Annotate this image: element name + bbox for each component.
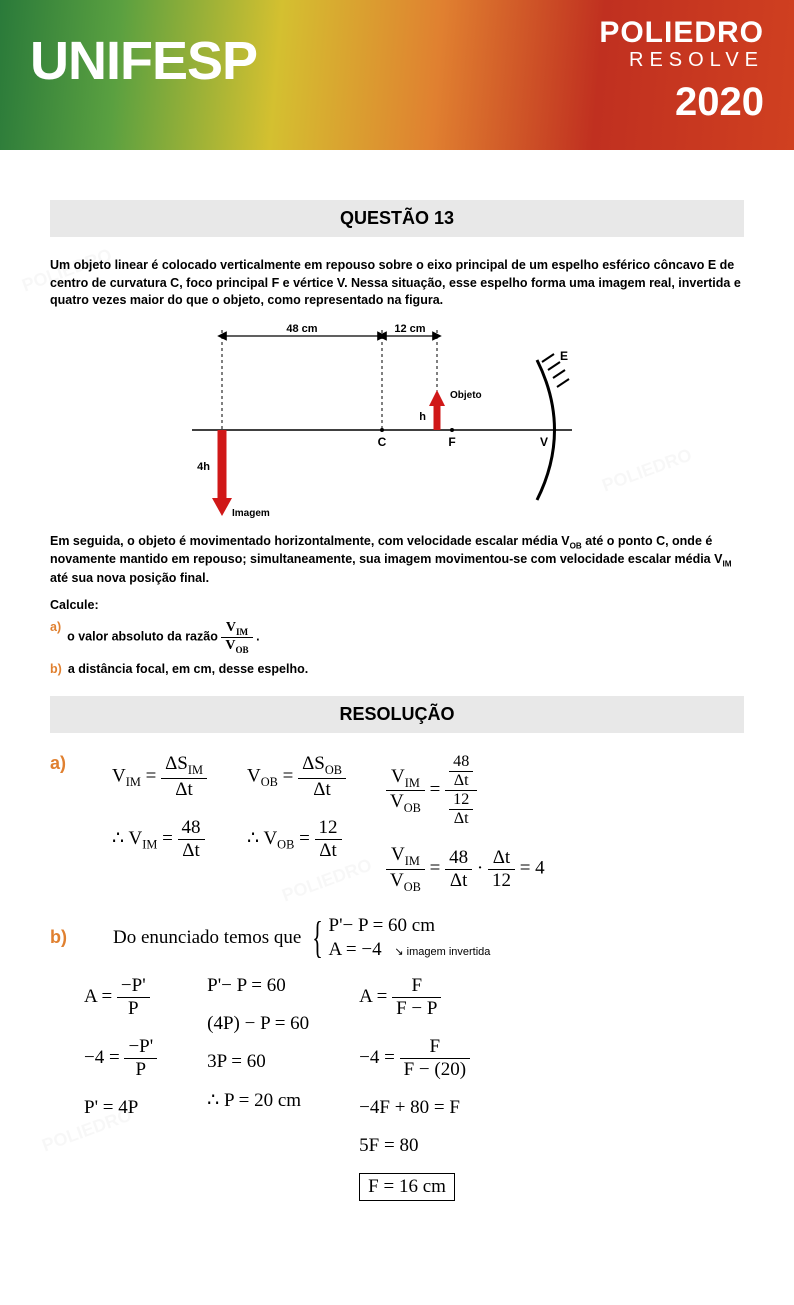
solution-a: a) VIM = ΔSIM Δt ∴ VIM = 48 Δt bbox=[50, 753, 744, 895]
question-paragraph-1: Um objeto linear é colocado verticalment… bbox=[50, 257, 744, 310]
brand-block: POLIEDRO RESOLVE 2020 bbox=[599, 18, 764, 125]
svg-text:V: V bbox=[540, 435, 548, 449]
svg-text:12 cm: 12 cm bbox=[394, 323, 425, 335]
exam-name: UNIFESP bbox=[30, 30, 257, 92]
brand-line1: POLIEDRO bbox=[599, 18, 764, 48]
sol-a-label: a) bbox=[50, 753, 66, 774]
final-answer: F = 16 cm bbox=[359, 1173, 455, 1201]
svg-text:Objeto: Objeto bbox=[450, 390, 482, 401]
sol-a-col1: VIM = ΔSIM Δt ∴ VIM = 48 Δt bbox=[112, 753, 207, 862]
item-a: a) o valor absoluto da razão VIM VOB . bbox=[50, 620, 744, 655]
svg-text:Imagem: Imagem bbox=[232, 508, 270, 519]
sol-a-col3: VIM VOB = 48 Δt 12 bbox=[386, 753, 545, 895]
brand-line2: RESOLVE bbox=[599, 48, 764, 72]
question-paragraph-2: Em seguida, o objeto é movimentado horiz… bbox=[50, 533, 744, 588]
sol-b-col1: A = −P'P −4 = −P'P P' = 4P bbox=[84, 975, 157, 1119]
svg-text:E: E bbox=[560, 349, 568, 363]
svg-text:F: F bbox=[448, 435, 455, 449]
page-content: QUESTÃO 13 Um objeto linear é colocado v… bbox=[0, 150, 794, 1255]
sol-b-col2: P'− P = 60 (4P) − P = 60 3P = 60 ∴ P = 2… bbox=[207, 975, 309, 1112]
sol-a-col2: VOB = ΔSOB Δt ∴ VOB = 12 Δt bbox=[247, 753, 346, 862]
svg-text:4h: 4h bbox=[197, 461, 210, 473]
sol-b-label: b) bbox=[50, 927, 67, 948]
page-header: UNIFESP POLIEDRO RESOLVE 2020 bbox=[0, 0, 794, 150]
svg-text:48 cm: 48 cm bbox=[286, 323, 317, 335]
svg-text:h: h bbox=[419, 411, 426, 423]
brand-year: 2020 bbox=[599, 80, 764, 125]
optics-diagram: C F V 48 cm 12 cm h Objeto 4h Imagem bbox=[50, 320, 744, 523]
sol-b-col3: A = FF − P −4 = FF − (20) −4F + 80 = F 5… bbox=[359, 975, 470, 1201]
item-a-label: a) bbox=[50, 620, 61, 634]
item-b: b) a distância focal, em cm, desse espel… bbox=[50, 662, 744, 676]
svg-text:C: C bbox=[378, 435, 387, 449]
item-b-label: b) bbox=[50, 662, 62, 676]
solution-b: b) Do enunciado temos que { P'− P = 60 c… bbox=[50, 915, 744, 1201]
solution-title: RESOLUÇÃO bbox=[50, 696, 744, 733]
calcule-label: Calcule: bbox=[50, 598, 744, 612]
question-title: QUESTÃO 13 bbox=[50, 200, 744, 237]
